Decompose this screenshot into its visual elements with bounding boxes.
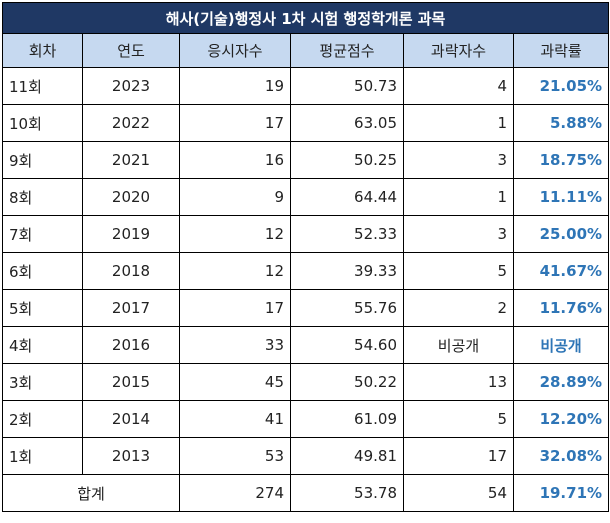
cell-applicants: 16 xyxy=(179,141,291,179)
cell-round: 4회 xyxy=(2,326,83,364)
total-label: 합계 xyxy=(2,474,180,512)
cell-year: 2020 xyxy=(82,178,180,216)
cell-fail-rate: 18.75% xyxy=(512,141,610,179)
exam-stats-table: 해사(기술)행정사 1차 시험 행정학개론 과목 회차 연도 응시자수 평균점수… xyxy=(1,2,610,512)
cell-round: 6회 xyxy=(2,252,83,290)
cell-year: 2023 xyxy=(82,67,180,105)
cell-average-score: 55.76 xyxy=(290,289,404,327)
title-row: 해사(기술)행정사 1차 시험 행정학개론 과목 xyxy=(1,2,610,34)
cell-year: 2017 xyxy=(82,289,180,327)
cell-applicants: 53 xyxy=(179,437,291,475)
cell-round: 1회 xyxy=(2,437,83,475)
cell-round: 5회 xyxy=(2,289,83,327)
cell-fail-count: 5 xyxy=(403,252,514,290)
table-row: 11회 2023 19 50.73 4 21.05% xyxy=(2,67,610,105)
cell-fail-count: 1 xyxy=(403,104,514,142)
cell-fail-count: 5 xyxy=(403,400,514,438)
cell-year: 2019 xyxy=(82,215,180,253)
header-average-score: 평균점수 xyxy=(290,33,404,68)
cell-fail-count: 3 xyxy=(403,215,514,253)
cell-round: 9회 xyxy=(2,141,83,179)
cell-fail-rate: 11.76% xyxy=(512,289,610,327)
header-fail-count: 과락자수 xyxy=(403,33,514,68)
cell-applicants: 41 xyxy=(179,400,291,438)
header-round: 회차 xyxy=(2,33,83,68)
cell-applicants: 9 xyxy=(179,178,291,216)
cell-round: 11회 xyxy=(2,67,83,105)
cell-round: 8회 xyxy=(2,178,83,216)
header-fail-rate: 과락률 xyxy=(512,33,610,68)
cell-fail-rate: 12.20% xyxy=(512,400,610,438)
header-applicants: 응시자수 xyxy=(179,33,291,68)
table-row: 9회 2021 16 50.25 3 18.75% xyxy=(2,141,610,179)
cell-average-score: 52.33 xyxy=(290,215,404,253)
cell-year: 2014 xyxy=(82,400,180,438)
table-row: 6회 2018 12 39.33 5 41.67% xyxy=(2,252,610,290)
cell-year: 2021 xyxy=(82,141,180,179)
cell-round: 3회 xyxy=(2,363,83,401)
cell-average-score: 50.73 xyxy=(290,67,404,105)
cell-fail-rate: 25.00% xyxy=(512,215,610,253)
cell-round: 7회 xyxy=(2,215,83,253)
stats-table-sheet: 해사(기술)행정사 1차 시험 행정학개론 과목 회차 연도 응시자수 평균점수… xyxy=(1,2,610,512)
cell-fail-rate: 41.67% xyxy=(512,252,610,290)
cell-applicants: 33 xyxy=(179,326,291,364)
cell-fail-rate: 5.88% xyxy=(512,104,610,142)
cell-fail-rate: 28.89% xyxy=(512,363,610,401)
table-row: 10회 2022 17 63.05 1 5.88% xyxy=(2,104,610,142)
cell-fail-count: 비공개 xyxy=(403,326,514,364)
cell-applicants: 17 xyxy=(179,104,291,142)
cell-year: 2013 xyxy=(82,437,180,475)
cell-applicants: 17 xyxy=(179,289,291,327)
cell-fail-count: 1 xyxy=(403,178,514,216)
cell-fail-count: 2 xyxy=(403,289,514,327)
header-row: 회차 연도 응시자수 평균점수 과락자수 과락률 xyxy=(2,33,610,68)
cell-fail-rate: 32.08% xyxy=(512,437,610,475)
cell-average-score: 64.44 xyxy=(290,178,404,216)
table-row: 7회 2019 12 52.33 3 25.00% xyxy=(2,215,610,253)
cell-fail-count: 17 xyxy=(403,437,514,475)
cell-year: 2016 xyxy=(82,326,180,364)
cell-average-score: 50.25 xyxy=(290,141,404,179)
cell-fail-count: 4 xyxy=(403,67,514,105)
table-row: 5회 2017 17 55.76 2 11.76% xyxy=(2,289,610,327)
cell-applicants: 12 xyxy=(179,215,291,253)
cell-fail-rate: 11.11% xyxy=(512,178,610,216)
total-fail-count: 54 xyxy=(403,474,514,512)
cell-average-score: 54.60 xyxy=(290,326,404,364)
cell-average-score: 61.09 xyxy=(290,400,404,438)
table-row: 3회 2015 45 50.22 13 28.89% xyxy=(2,363,610,401)
cell-round: 2회 xyxy=(2,400,83,438)
table-title: 해사(기술)행정사 1차 시험 행정학개론 과목 xyxy=(1,2,610,34)
cell-year: 2022 xyxy=(82,104,180,142)
cell-applicants: 45 xyxy=(179,363,291,401)
table-row: 2회 2014 41 61.09 5 12.20% xyxy=(2,400,610,438)
cell-round: 10회 xyxy=(2,104,83,142)
cell-average-score: 63.05 xyxy=(290,104,404,142)
cell-year: 2018 xyxy=(82,252,180,290)
cell-average-score: 39.33 xyxy=(290,252,404,290)
total-applicants: 274 xyxy=(179,474,291,512)
table-row: 4회 2016 33 54.60 비공개 비공개 xyxy=(2,326,610,364)
total-average-score: 53.78 xyxy=(290,474,404,512)
table-row: 8회 2020 9 64.44 1 11.11% xyxy=(2,178,610,216)
cell-average-score: 50.22 xyxy=(290,363,404,401)
cell-applicants: 12 xyxy=(179,252,291,290)
cell-average-score: 49.81 xyxy=(290,437,404,475)
total-fail-rate: 19.71% xyxy=(512,474,610,512)
cell-applicants: 19 xyxy=(179,67,291,105)
cell-year: 2015 xyxy=(82,363,180,401)
cell-fail-rate: 비공개 xyxy=(512,326,610,364)
cell-fail-rate: 21.05% xyxy=(512,67,610,105)
table-row: 1회 2013 53 49.81 17 32.08% xyxy=(2,437,610,475)
cell-fail-count: 13 xyxy=(403,363,514,401)
header-year: 연도 xyxy=(82,33,180,68)
cell-fail-count: 3 xyxy=(403,141,514,179)
total-row: 합계 274 53.78 54 19.71% xyxy=(2,474,610,512)
